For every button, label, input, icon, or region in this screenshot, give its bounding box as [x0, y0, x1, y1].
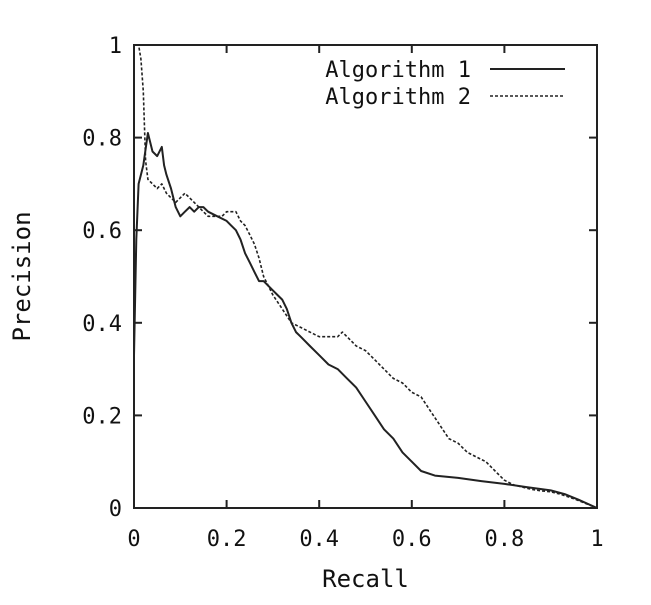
y-tick-label: 0: [109, 497, 122, 522]
series-layer: [133, 44, 598, 509]
x-tick-label: 1: [590, 527, 603, 552]
y-tick-label: 0.4: [82, 312, 122, 337]
plot-frame: [133, 44, 598, 509]
y-axis-label: Precision: [8, 211, 36, 341]
y-tick-label: 0.8: [82, 127, 122, 152]
x-tick-label: 0.2: [207, 527, 247, 552]
x-tick-label: 0: [127, 527, 140, 552]
x-axis-ticks: 0 0.2 0.4 0.6 0.8 1: [127, 45, 604, 552]
x-tick-label: 0.8: [485, 527, 525, 552]
x-tick-label: 0.4: [299, 527, 339, 552]
series-line-algorithm-1: [133, 132, 598, 509]
legend-label: Algorithm 2: [325, 85, 471, 110]
series-line-algorithm-2: [136, 44, 598, 509]
y-axis-ticks: 0 0.2 0.4 0.6 0.8 1: [82, 34, 597, 522]
x-tick-label: 0.6: [392, 527, 432, 552]
legend-label: Algorithm 1: [325, 58, 471, 83]
y-tick-label: 0.2: [82, 404, 122, 429]
x-axis-label: Recall: [322, 565, 409, 593]
y-tick-label: 0.6: [82, 219, 122, 244]
y-tick-label: 1: [109, 34, 122, 59]
